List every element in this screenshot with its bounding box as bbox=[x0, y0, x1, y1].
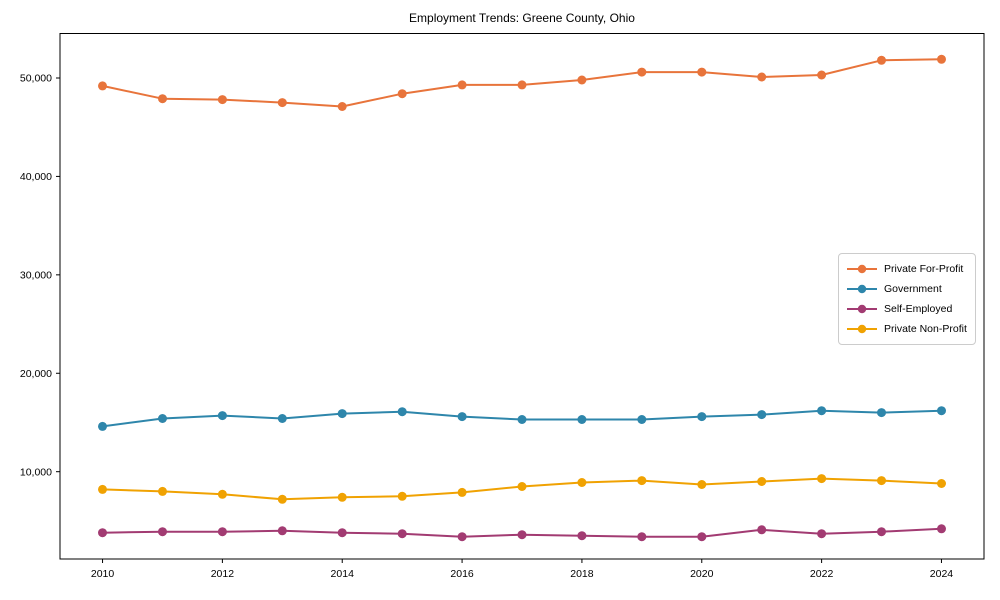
y-tick-label: 40,000 bbox=[20, 171, 52, 183]
series-markers-self-employed bbox=[98, 524, 946, 542]
data-point-self-employed bbox=[517, 530, 527, 540]
data-point-private-for-profit bbox=[277, 98, 287, 108]
data-point-self-employed bbox=[817, 529, 827, 539]
y-tick-label: 50,000 bbox=[20, 73, 52, 85]
data-point-self-employed bbox=[757, 525, 767, 535]
x-tick-label: 2010 bbox=[91, 568, 115, 580]
data-point-private-for-profit bbox=[337, 102, 347, 111]
legend-line-marker-icon bbox=[847, 324, 877, 334]
data-point-private-non-profit bbox=[517, 482, 527, 491]
data-point-private-for-profit bbox=[217, 95, 227, 105]
series-markers-government bbox=[98, 406, 946, 431]
data-point-self-employed bbox=[697, 532, 707, 542]
data-point-government bbox=[217, 411, 227, 421]
x-tick-label: 2020 bbox=[690, 568, 714, 580]
data-point-private-for-profit bbox=[877, 55, 886, 65]
y-tick-label: 30,000 bbox=[20, 270, 52, 282]
data-point-government bbox=[877, 408, 886, 418]
data-point-self-employed bbox=[158, 527, 167, 537]
data-point-private-non-profit bbox=[158, 486, 167, 496]
data-point-private-for-profit bbox=[637, 67, 647, 77]
data-point-government bbox=[517, 415, 527, 424]
legend-item-self-employed: Self-Employed bbox=[847, 299, 967, 319]
data-point-private-non-profit bbox=[457, 487, 467, 497]
data-point-private-non-profit bbox=[397, 491, 407, 501]
legend-label: Self-Employed bbox=[884, 303, 953, 315]
plot-border bbox=[59, 33, 985, 560]
x-tick-label: 2014 bbox=[331, 568, 355, 580]
data-point-government bbox=[937, 406, 946, 416]
x-tick-label: 2012 bbox=[211, 568, 235, 580]
data-point-private-for-profit bbox=[98, 81, 107, 91]
x-tick-label: 2024 bbox=[930, 568, 954, 580]
data-point-private-for-profit bbox=[757, 72, 767, 82]
series-markers-private-non-profit bbox=[98, 474, 946, 504]
data-point-government bbox=[337, 409, 347, 419]
data-point-self-employed bbox=[217, 527, 227, 537]
data-point-self-employed bbox=[637, 532, 647, 542]
data-point-self-employed bbox=[98, 528, 107, 538]
data-point-self-employed bbox=[277, 526, 287, 536]
legend-line-marker-icon bbox=[847, 304, 877, 314]
data-point-self-employed bbox=[577, 531, 587, 541]
x-tick-label: 2022 bbox=[810, 568, 834, 580]
chart-title: Employment Trends: Greene County, Ohio bbox=[409, 11, 635, 25]
data-point-private-for-profit bbox=[817, 70, 827, 80]
legend-label: Private Non-Profit bbox=[884, 323, 967, 335]
data-point-private-non-profit bbox=[98, 484, 107, 494]
data-point-private-for-profit bbox=[397, 89, 407, 99]
data-point-private-for-profit bbox=[937, 54, 946, 64]
data-point-government bbox=[697, 412, 707, 422]
legend-line-marker-icon bbox=[847, 264, 877, 274]
data-point-self-employed bbox=[937, 524, 946, 534]
data-point-self-employed bbox=[877, 527, 886, 537]
data-point-private-non-profit bbox=[277, 494, 287, 504]
legend-item-private-non-profit: Private Non-Profit bbox=[847, 319, 967, 339]
data-point-private-non-profit bbox=[817, 474, 827, 484]
data-point-government bbox=[158, 414, 167, 423]
data-point-private-non-profit bbox=[337, 492, 347, 502]
data-point-private-for-profit bbox=[158, 94, 167, 104]
data-point-government bbox=[757, 410, 767, 420]
series-markers-private-for-profit bbox=[98, 54, 946, 111]
legend-line-marker-icon bbox=[847, 284, 877, 294]
y-tick-label: 20,000 bbox=[20, 368, 52, 380]
data-point-government bbox=[577, 415, 587, 424]
data-point-government bbox=[457, 412, 467, 422]
data-point-government bbox=[637, 415, 647, 424]
data-point-government bbox=[277, 414, 287, 423]
legend-item-private-for-profit: Private For-Profit bbox=[847, 259, 967, 279]
data-point-self-employed bbox=[397, 529, 407, 539]
legend-item-government: Government bbox=[847, 279, 967, 299]
data-point-private-for-profit bbox=[517, 80, 527, 90]
data-point-private-non-profit bbox=[577, 478, 587, 487]
legend-label: Government bbox=[884, 283, 942, 295]
data-point-private-non-profit bbox=[697, 480, 707, 489]
data-point-private-non-profit bbox=[757, 477, 767, 486]
legend: Private For-Profit Government Self-Employe… bbox=[838, 253, 976, 345]
data-point-private-for-profit bbox=[577, 75, 587, 85]
data-point-private-non-profit bbox=[877, 476, 886, 486]
data-point-private-non-profit bbox=[637, 476, 647, 486]
y-tick-label: 10,000 bbox=[20, 466, 52, 478]
data-point-private-non-profit bbox=[937, 479, 946, 488]
data-point-private-for-profit bbox=[697, 67, 707, 77]
data-point-self-employed bbox=[337, 528, 347, 538]
data-point-government bbox=[817, 406, 827, 416]
data-point-self-employed bbox=[457, 532, 467, 542]
x-tick-label: 2018 bbox=[570, 568, 594, 580]
x-tick-label: 2016 bbox=[450, 568, 474, 580]
legend-label: Private For-Profit bbox=[884, 263, 964, 275]
data-point-government bbox=[397, 407, 407, 417]
data-point-private-for-profit bbox=[457, 80, 467, 90]
data-point-private-non-profit bbox=[217, 489, 227, 499]
data-point-government bbox=[98, 421, 107, 431]
